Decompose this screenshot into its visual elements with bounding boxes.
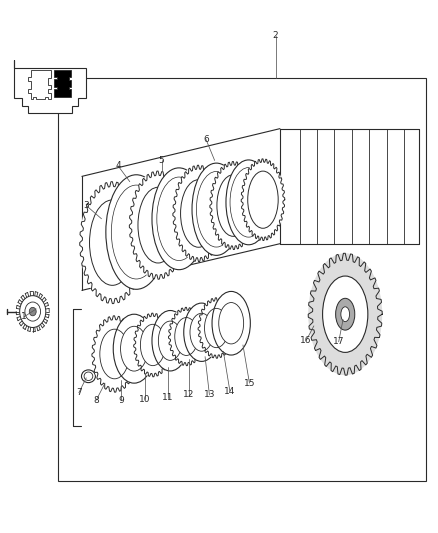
- Text: 7: 7: [76, 388, 82, 397]
- Polygon shape: [54, 70, 71, 97]
- Ellipse shape: [20, 296, 46, 327]
- Ellipse shape: [341, 307, 350, 321]
- Text: 12: 12: [183, 390, 194, 399]
- Ellipse shape: [184, 303, 219, 361]
- Ellipse shape: [180, 180, 216, 247]
- Text: 8: 8: [93, 395, 99, 405]
- Ellipse shape: [219, 303, 244, 344]
- Ellipse shape: [322, 276, 368, 352]
- Ellipse shape: [138, 187, 178, 263]
- Ellipse shape: [173, 165, 224, 262]
- Ellipse shape: [192, 163, 241, 255]
- Ellipse shape: [190, 313, 213, 351]
- Ellipse shape: [92, 316, 137, 392]
- Ellipse shape: [169, 308, 204, 366]
- Ellipse shape: [120, 326, 148, 371]
- Ellipse shape: [248, 171, 278, 228]
- Text: 9: 9: [118, 395, 124, 405]
- Ellipse shape: [141, 324, 165, 366]
- Ellipse shape: [159, 321, 182, 360]
- Ellipse shape: [226, 160, 271, 245]
- Ellipse shape: [129, 171, 187, 279]
- Text: 5: 5: [159, 156, 164, 165]
- Ellipse shape: [106, 175, 167, 289]
- Ellipse shape: [205, 309, 228, 348]
- Ellipse shape: [29, 308, 36, 316]
- Text: 4: 4: [115, 161, 121, 170]
- Text: 6: 6: [203, 135, 209, 144]
- Ellipse shape: [217, 175, 250, 236]
- Text: 16: 16: [300, 336, 312, 345]
- Ellipse shape: [134, 313, 172, 377]
- Text: 3: 3: [83, 201, 89, 210]
- Text: 1: 1: [21, 312, 27, 321]
- Text: 17: 17: [333, 337, 344, 346]
- Text: 10: 10: [139, 394, 151, 403]
- Ellipse shape: [241, 159, 285, 240]
- Ellipse shape: [175, 318, 198, 356]
- Ellipse shape: [212, 292, 251, 355]
- Ellipse shape: [80, 182, 145, 304]
- Ellipse shape: [89, 200, 135, 285]
- Ellipse shape: [100, 329, 129, 379]
- Ellipse shape: [336, 298, 355, 330]
- Text: 11: 11: [162, 393, 173, 402]
- Ellipse shape: [25, 302, 41, 321]
- Text: 15: 15: [244, 378, 255, 387]
- Polygon shape: [14, 60, 86, 113]
- Ellipse shape: [152, 168, 206, 270]
- Ellipse shape: [152, 311, 188, 371]
- Ellipse shape: [113, 314, 155, 383]
- Ellipse shape: [308, 253, 382, 375]
- Ellipse shape: [198, 298, 235, 358]
- Text: 13: 13: [204, 390, 215, 399]
- Text: 2: 2: [273, 31, 279, 41]
- Text: 14: 14: [224, 386, 236, 395]
- Polygon shape: [28, 70, 50, 100]
- Ellipse shape: [210, 161, 257, 249]
- Bar: [58, 78, 426, 481]
